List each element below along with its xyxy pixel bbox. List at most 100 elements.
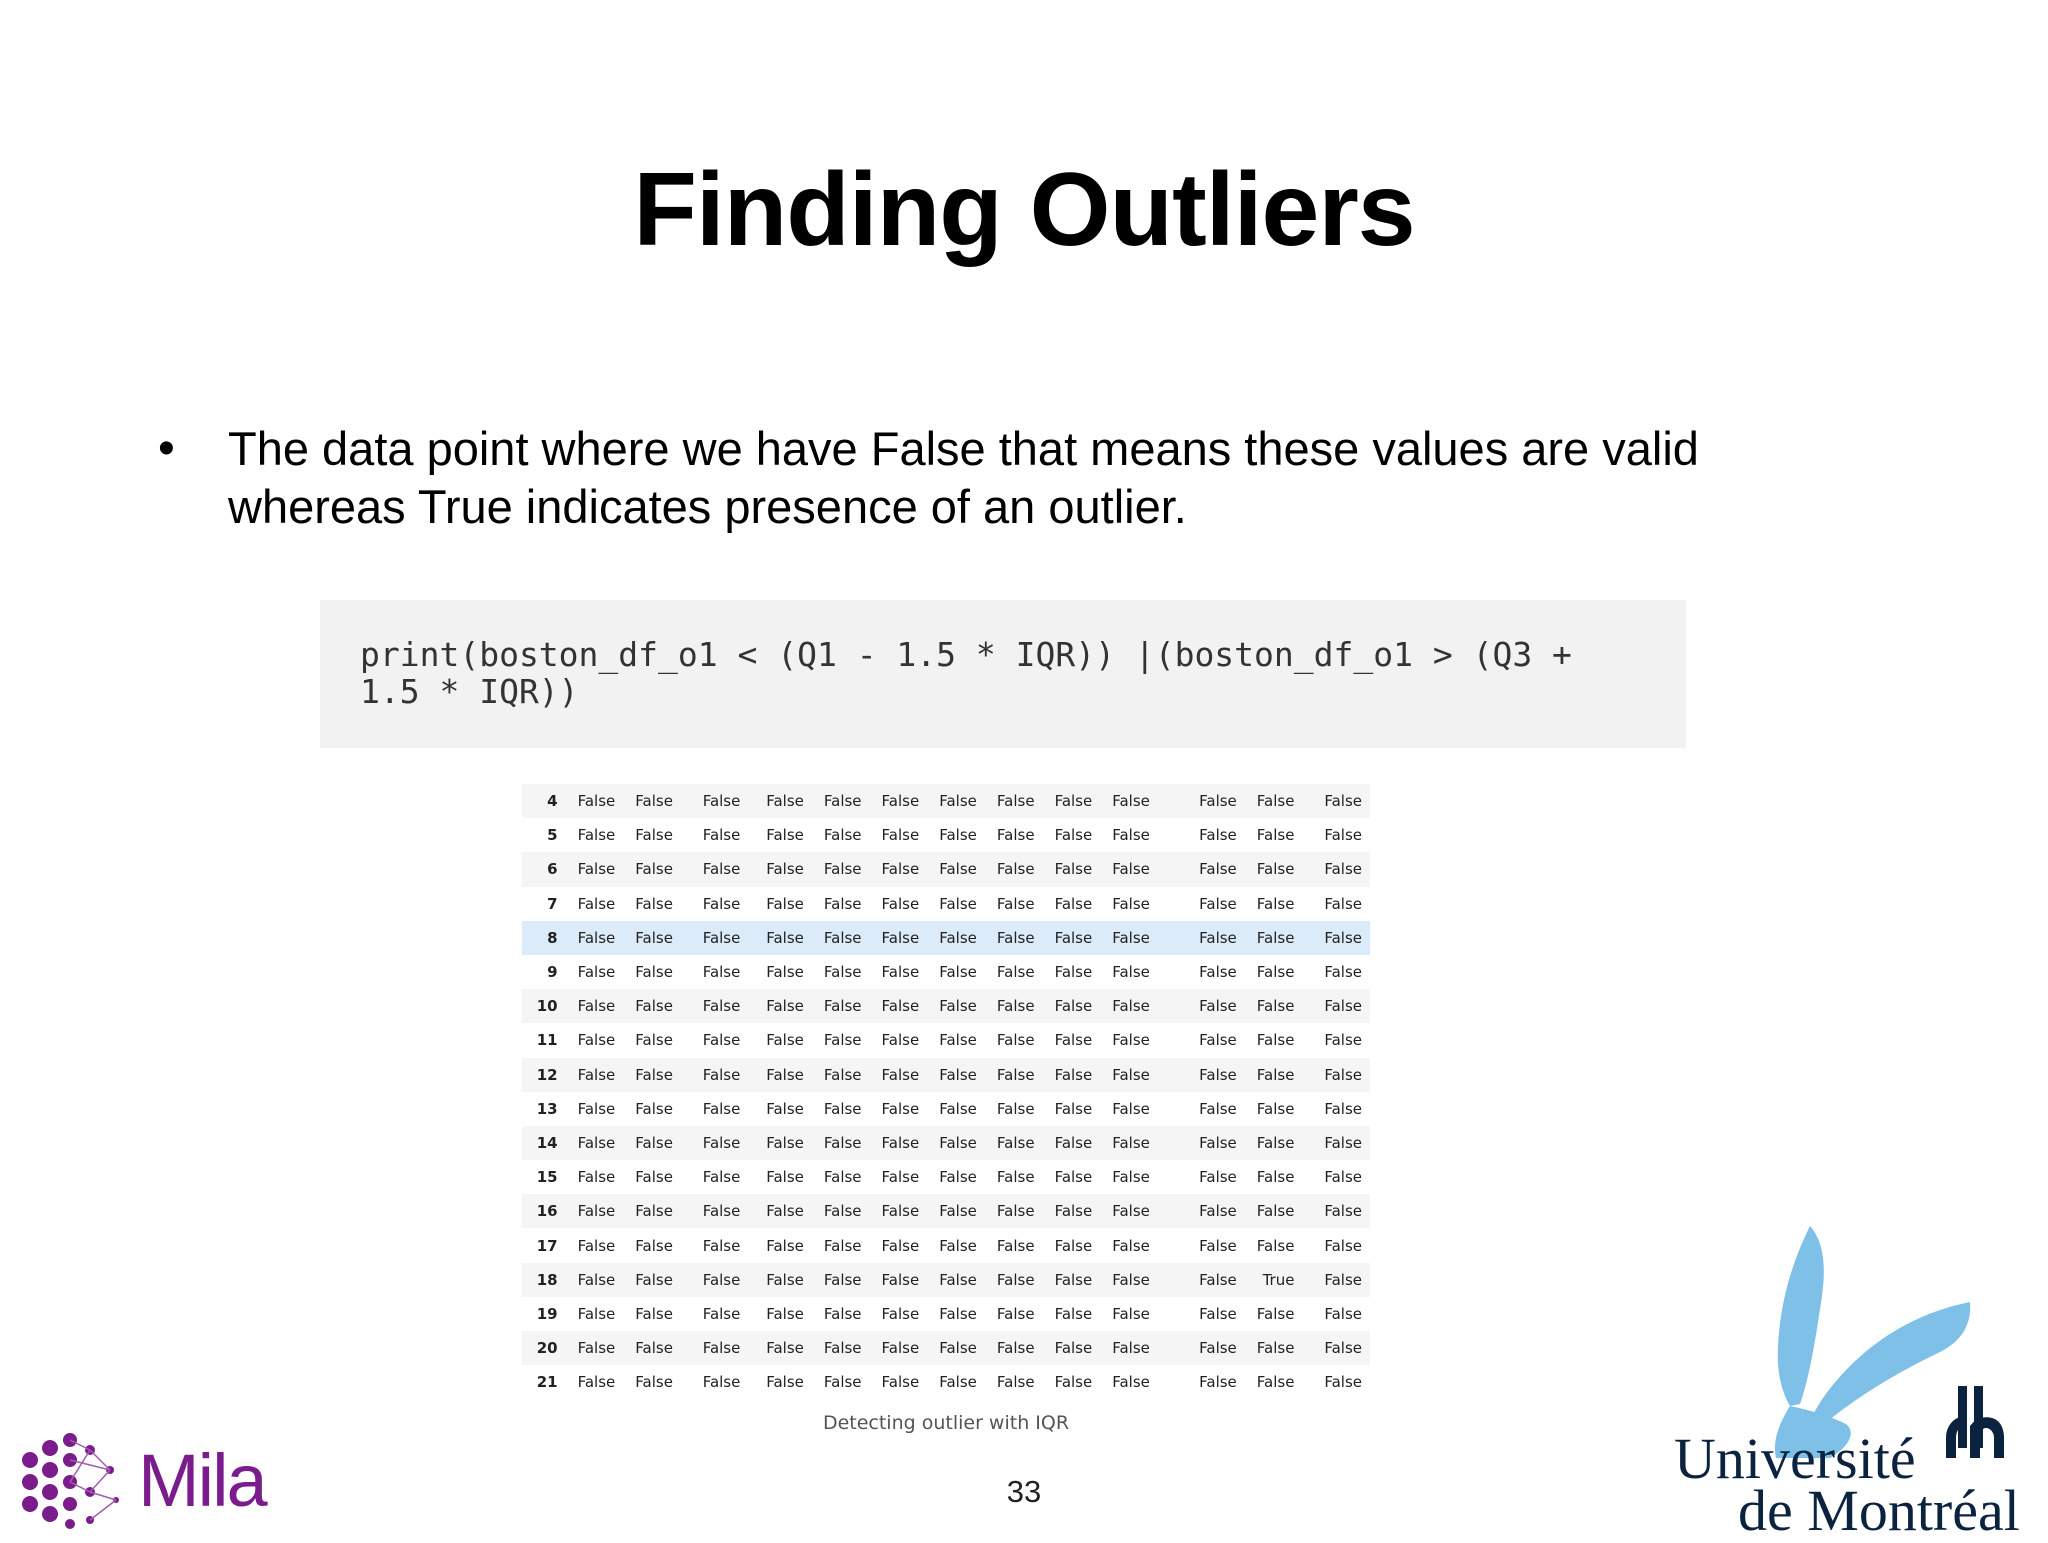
table-cell: False: [1256, 963, 1295, 982]
table-cell: False: [1199, 1304, 1237, 1323]
table-cell: False: [577, 963, 616, 982]
table-cell: False: [1324, 963, 1362, 982]
table-cell: False: [623, 852, 681, 887]
table-cell: False: [577, 1236, 616, 1255]
table-cell: False: [623, 989, 681, 1024]
row-index: 20: [522, 1331, 566, 1366]
table-cell: False: [1302, 1194, 1370, 1229]
table-cell: False: [1244, 989, 1303, 1024]
table-cell: False: [565, 989, 624, 1024]
table-cell: False: [702, 1031, 741, 1050]
table-cell: False: [748, 784, 812, 819]
table-cell: False: [927, 1262, 985, 1297]
table-cell: False: [635, 1099, 673, 1118]
table-cell: False: [984, 784, 1043, 819]
table-cell: False: [565, 1057, 624, 1092]
table-cell: False: [996, 826, 1035, 845]
table-cell: False: [565, 784, 624, 819]
table-cell: False: [1199, 1236, 1237, 1255]
table-cell: False: [823, 1236, 862, 1255]
table-cell: False: [1042, 852, 1101, 887]
table-cell: False: [1244, 1057, 1303, 1092]
table-cell: False: [939, 1373, 977, 1392]
table-cell: False: [811, 1194, 870, 1229]
table-cell: False: [1256, 1236, 1295, 1255]
mila-logo: Mila: [20, 1430, 268, 1530]
table-cell: False: [1157, 1262, 1245, 1297]
table-cell: False: [577, 1373, 616, 1392]
table-cell: False: [1054, 826, 1093, 845]
table-row: 20 False False False False False False False Fal…: [522, 1331, 1370, 1366]
table-cell: False: [939, 1031, 977, 1050]
table-cell: False: [869, 989, 928, 1024]
slide-title: Finding Outliers: [633, 152, 1415, 268]
table-cell: False: [766, 1168, 804, 1187]
table-cell: False: [680, 784, 749, 819]
table-cell: False: [1157, 852, 1245, 887]
table-cell: False: [869, 1057, 928, 1092]
table-cell: False: [766, 1099, 804, 1118]
table-cell: False: [811, 920, 870, 955]
table-cell: False: [984, 1125, 1043, 1161]
dataframe-table: 4 False False False False False False False Fals…: [522, 784, 1370, 1399]
table-cell: False: [1199, 1031, 1237, 1050]
table-cell: False: [1199, 826, 1237, 845]
table-cell: False: [927, 920, 985, 955]
table-cell: False: [811, 1125, 870, 1161]
table-cell: False: [577, 1031, 616, 1050]
table-cell: False: [1324, 1373, 1362, 1392]
table-cell: False: [1199, 1099, 1237, 1118]
table-cell: False: [1199, 894, 1237, 913]
table-cell: False: [1157, 1194, 1245, 1229]
table-cell: False: [577, 1304, 616, 1323]
table-cell: False: [927, 1125, 985, 1161]
table-cell: False: [811, 1262, 870, 1297]
code-text: print(boston_df_o1 < (Q1 - 1.5 * IQR)) |…: [360, 635, 1592, 711]
table-cell: False: [984, 920, 1043, 955]
table-cell: False: [984, 989, 1043, 1024]
row-index: 18: [522, 1262, 566, 1297]
table-cell: False: [635, 1373, 673, 1392]
table-cell: False: [823, 1304, 862, 1323]
udem-wordmark-line1: Université: [1674, 1426, 1916, 1491]
table-cell: False: [680, 1194, 749, 1229]
table-cell: False: [623, 784, 681, 819]
table-cell: False: [811, 1331, 870, 1366]
table-row: 6 False False False False False False False Fals…: [522, 852, 1370, 887]
table-cell: False: [1256, 1031, 1295, 1050]
table-cell: False: [1112, 963, 1150, 982]
table-cell: False: [1244, 1194, 1303, 1229]
table-cell: True: [1244, 1262, 1303, 1297]
table-cell: False: [881, 963, 920, 982]
table-cell: False: [869, 1125, 928, 1161]
table-cell: False: [1042, 1331, 1101, 1366]
table-cell: False: [1157, 784, 1245, 819]
table-cell: False: [1100, 989, 1158, 1024]
table-row: 9 False False False False False False False Fals…: [522, 955, 1370, 989]
table-cell: False: [577, 1099, 616, 1118]
table-cell: False: [1324, 1099, 1362, 1118]
table-cell: False: [1256, 894, 1295, 913]
table-cell: False: [1256, 1099, 1295, 1118]
table-cell: False: [1244, 920, 1303, 955]
table-cell: False: [748, 1194, 812, 1229]
row-index: 16: [522, 1194, 566, 1229]
udem-wordmark-line2: de Montréal: [1738, 1478, 2020, 1543]
table-cell: False: [1302, 784, 1370, 819]
row-index: 14: [522, 1125, 566, 1161]
table-row: 12 False False False False False False False Fal…: [522, 1057, 1370, 1092]
table-cell: False: [881, 1099, 920, 1118]
table-cell: False: [869, 1262, 928, 1297]
table-cell: False: [1112, 1304, 1150, 1323]
table-cell: False: [680, 1125, 749, 1161]
table-cell: False: [1100, 1125, 1158, 1161]
table-cell: False: [623, 1125, 681, 1161]
table-row: 5 False False False False False False False Fals…: [522, 818, 1370, 852]
table-cell: False: [1100, 920, 1158, 955]
table-cell: False: [702, 963, 741, 982]
table-cell: False: [1054, 963, 1093, 982]
table-cell: False: [939, 963, 977, 982]
table-cell: False: [702, 1099, 741, 1118]
table-cell: False: [823, 1031, 862, 1050]
table-cell: False: [748, 920, 812, 955]
